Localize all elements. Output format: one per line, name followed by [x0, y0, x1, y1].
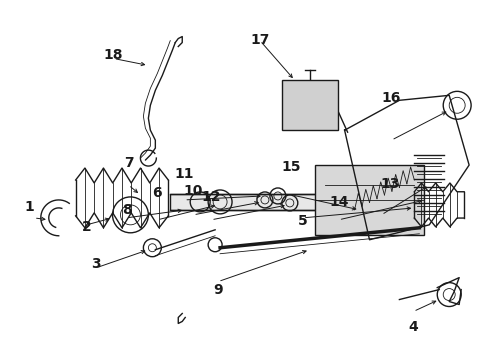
Text: 7: 7 — [124, 156, 134, 170]
Text: 11: 11 — [174, 167, 194, 181]
Text: 6: 6 — [152, 185, 162, 199]
Text: 18: 18 — [103, 48, 123, 62]
Text: 13: 13 — [381, 177, 400, 191]
Text: 9: 9 — [213, 283, 223, 297]
Text: 5: 5 — [298, 214, 307, 228]
Text: 4: 4 — [409, 320, 418, 334]
Bar — [315, 165, 424, 235]
Text: 3: 3 — [91, 257, 101, 271]
Text: 14: 14 — [329, 195, 348, 209]
Bar — [282, 80, 338, 130]
Text: 2: 2 — [81, 220, 91, 234]
Text: 16: 16 — [382, 91, 401, 105]
Text: 8: 8 — [122, 203, 132, 217]
Text: 10: 10 — [183, 184, 202, 198]
Text: 12: 12 — [201, 190, 220, 204]
Text: 1: 1 — [24, 200, 34, 214]
Text: 17: 17 — [250, 33, 270, 47]
Text: 15: 15 — [282, 161, 301, 175]
Bar — [171, 194, 379, 210]
